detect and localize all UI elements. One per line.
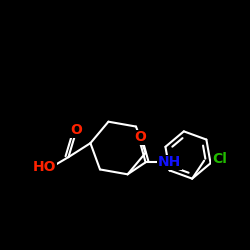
Text: Cl: Cl	[212, 152, 227, 166]
Text: HO: HO	[33, 160, 56, 174]
Text: O: O	[135, 130, 146, 144]
Text: O: O	[70, 123, 82, 137]
Text: NH: NH	[158, 155, 181, 169]
